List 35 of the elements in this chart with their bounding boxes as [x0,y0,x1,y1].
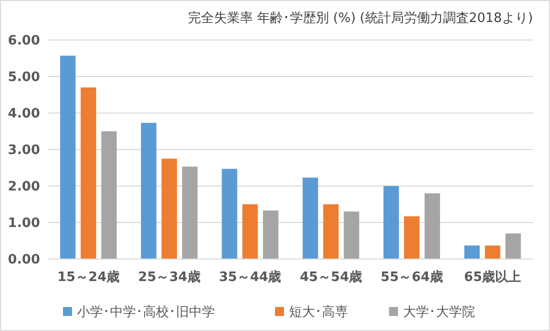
y-tick-label: 2.00 [8,180,40,195]
bar [302,178,318,259]
x-tick-label: 45～54歳 [300,270,362,285]
legend-label: 短大･高専 [289,304,348,320]
y-tick-label: 3.00 [8,143,40,158]
bar [383,186,399,259]
x-tick-label: 55～64歳 [380,270,443,285]
y-tick-label: 1.00 [8,216,40,232]
bar [344,212,360,259]
y-tick-label: 4.00 [8,106,40,122]
x-tick-label: 65歳以上 [464,270,522,285]
bar [484,245,500,259]
y-tick-label: 6.00 [8,34,40,49]
bar [222,168,238,259]
legend-label: 小学･中学･高校･旧中学 [77,304,215,320]
legend-label: 大学･大学院 [403,305,475,320]
x-tick-label: 35～44歳 [218,270,282,285]
bar [162,158,177,259]
x-tick-label: 15～24歳 [57,270,120,285]
bar [404,216,420,259]
y-tick-label: 0.00 [8,252,40,268]
bar [323,204,339,259]
bar [262,210,278,259]
bar [424,193,440,259]
bar [242,204,258,259]
bar [60,56,76,259]
chart-title: 完全失業率 年齢･学歴別 (%) (統計局労働力調査2018より) [188,10,533,26]
bar [464,245,480,259]
bar [101,131,117,259]
bar [182,166,198,259]
y-tick-label: 5.00 [8,70,40,86]
bar [140,122,156,259]
bar [505,233,521,259]
x-tick-label: 25～34歳 [138,270,200,285]
bar [80,87,96,259]
